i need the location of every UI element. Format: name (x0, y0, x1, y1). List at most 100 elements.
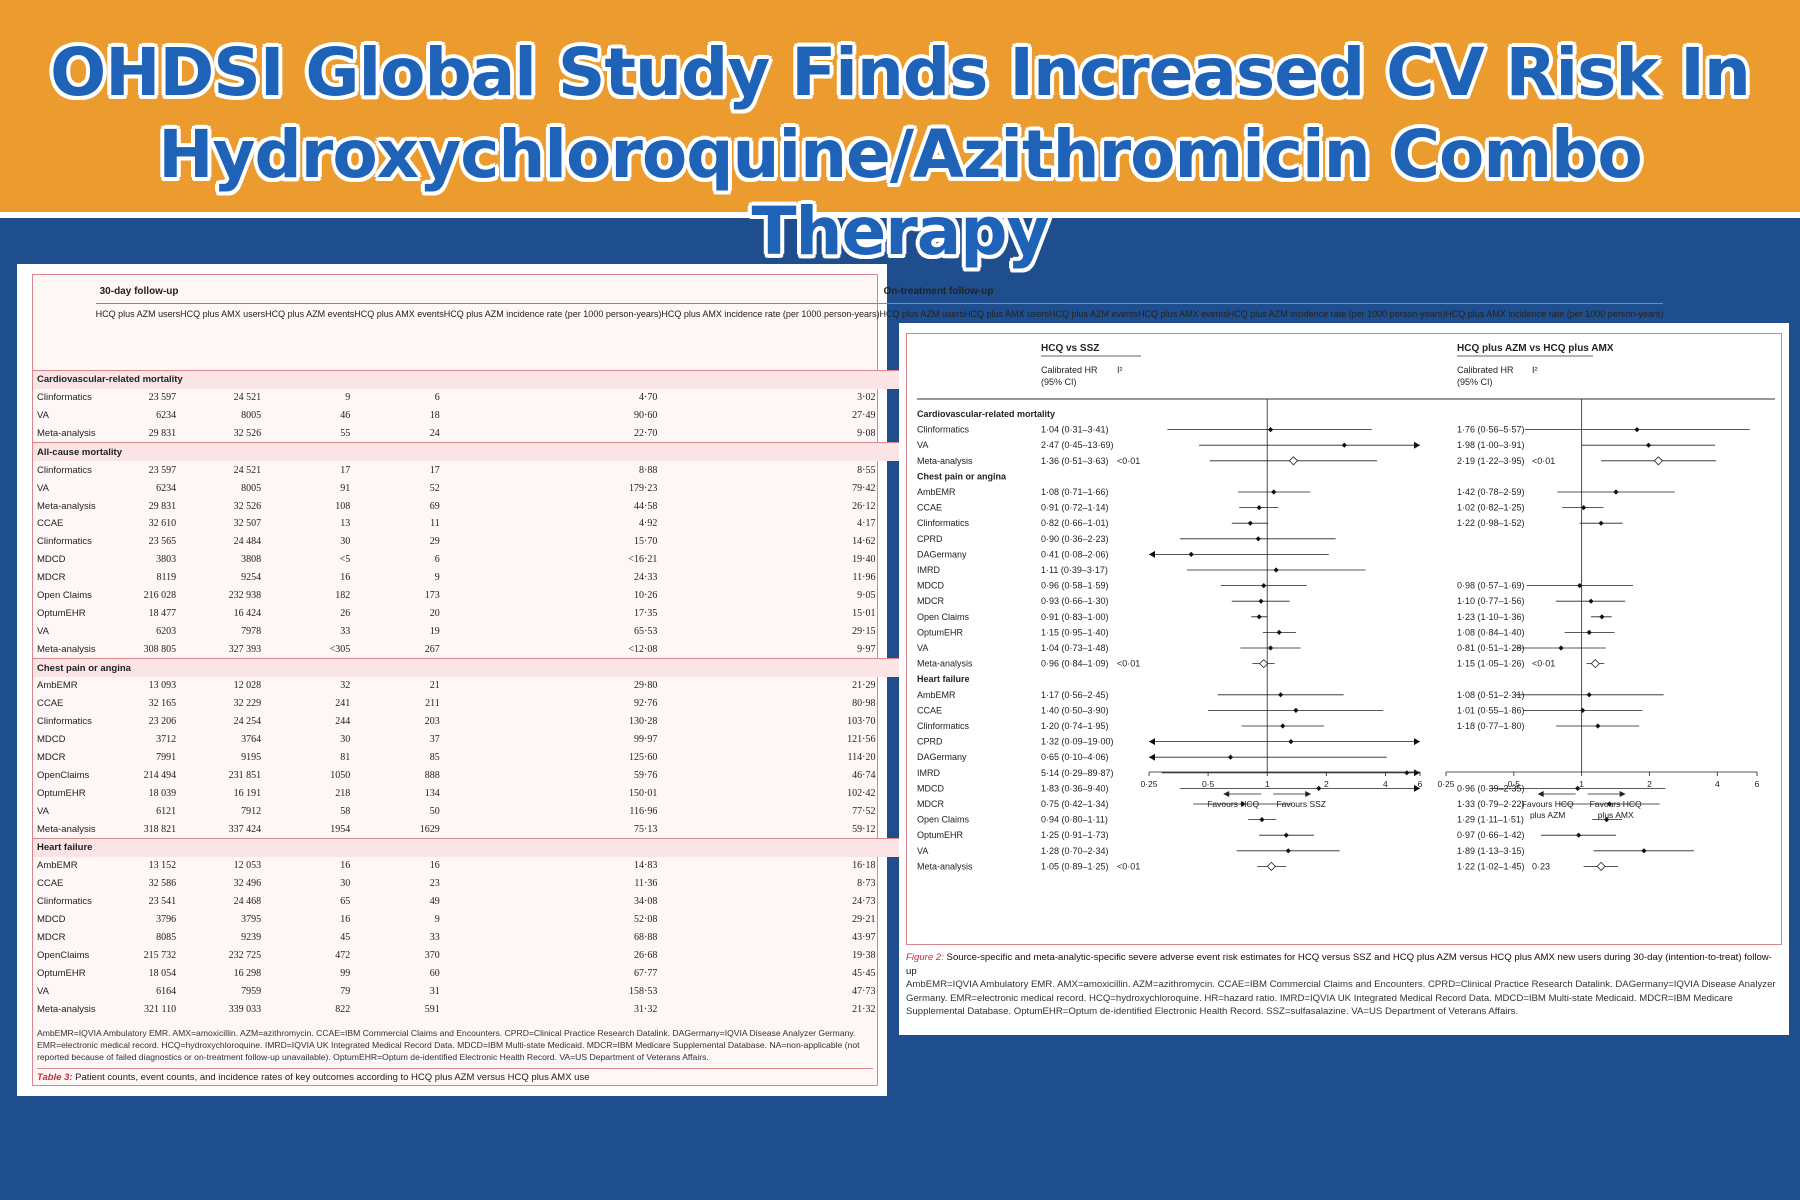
table-cell: 45 (340, 931, 351, 943)
table-cell: 9195 (241, 752, 262, 764)
table-cell: 4·70 (639, 392, 658, 404)
estimate-point (1280, 723, 1286, 729)
table-3-caption-text: Patient counts, event counts, and incide… (72, 1072, 590, 1083)
table-cell: 8005 (241, 482, 262, 494)
forest-row-label: MDCD (917, 783, 944, 793)
forest-row-label: MDCD (917, 581, 944, 591)
table-cell: 267 (424, 643, 440, 655)
table-cell: 67·77 (634, 967, 658, 979)
hr-ci-text: 1·10 (0·77–1·56) (1457, 596, 1525, 606)
x-tick-label: 6 (1418, 779, 1423, 789)
estimate-point (1255, 536, 1261, 542)
estimate-point (1267, 645, 1274, 651)
table-cell: 7978 (241, 625, 262, 637)
hr-column-header: Calibrated HR (95% CI) (1041, 365, 1098, 387)
banner-title-line-2: Hydroxychloroquine/Azithromicin Combo Th… (158, 116, 1642, 270)
forest-row-label: AmbEMR (917, 487, 956, 497)
table-3-frame: 30-day follow-up On-treatment follow-up HC… (32, 274, 1664, 1086)
hr-ci-text: 1·22 (1·02–1·45) (1457, 861, 1525, 871)
forest-row-label: CPRD (917, 737, 943, 747)
table-cell: 3·02 (857, 392, 876, 404)
estimate-point (1256, 505, 1262, 511)
row-label: Clinformatics (37, 716, 92, 728)
table-cell: 8119 (156, 572, 177, 584)
table-cell: 9 (345, 392, 351, 404)
table-cell: 327 393 (228, 643, 262, 655)
favours-left-label: Favours HCQ (1522, 799, 1574, 809)
row-label: Meta-analysis (37, 823, 96, 835)
column-header: HCQ plus AMX incidence rate (per 1000 pe… (1445, 308, 1664, 319)
hr-ci-text: 1·98 (1·00–3·91) (1457, 440, 1525, 450)
i2-value: <0·01 (1117, 659, 1140, 669)
hr-ci-text: 1·23 (1·10–1·36) (1457, 612, 1525, 622)
table-cell: 32 165 (148, 698, 177, 710)
table-cell: 14·83 (634, 860, 658, 872)
table-cell: 16 298 (233, 967, 262, 979)
ci-arrow-left (1149, 753, 1155, 761)
row-label: OptumEHR (37, 607, 86, 619)
forest-section-label: Cardiovascular-related mortality (917, 409, 1055, 419)
table-cell: 59·76 (634, 769, 658, 781)
table-cell: 31·32 (634, 1003, 658, 1015)
hr-ci-text: 1·25 (0·91–1·73) (1041, 830, 1109, 840)
i2-column-header: I² (1117, 365, 1123, 375)
forest-row-label: CPRD (917, 534, 943, 544)
row-label: Open Claims (37, 590, 92, 602)
table-cell: 30 (340, 536, 351, 548)
table-cell: 1954 (330, 823, 351, 835)
estimate-point (1580, 707, 1586, 713)
hr-ci-text: 0·41 (0·08–2·06) (1041, 549, 1109, 559)
figure-2-frame (906, 333, 1782, 945)
table-cell: 23 (429, 878, 440, 890)
hr-ci-text: 0·81 (0·51–1·28) (1457, 643, 1525, 653)
table-cell: 60 (429, 967, 440, 979)
table-cell: 26·68 (634, 949, 658, 961)
i2-value: 0·23 (1532, 861, 1550, 871)
table-cell: 8·88 (639, 464, 658, 476)
table-cell: 24 521 (233, 464, 262, 476)
favours-arrowhead-left (1537, 791, 1544, 797)
hr-ci-text: 0·96 (0·84–1·09) (1041, 659, 1109, 669)
table-cell: 158·53 (629, 985, 658, 997)
table-cell: 103·70 (847, 716, 876, 728)
x-tick-label: 1 (1579, 779, 1584, 789)
table-cell: 22·70 (634, 428, 658, 439)
forest-row-label: AmbEMR (917, 690, 956, 700)
table-cell: 23 206 (148, 716, 177, 728)
table-cell: 13 (340, 518, 351, 530)
table-cell: 8·73 (857, 878, 876, 890)
table-3-panel: 30-day follow-up On-treatment follow-up HC… (17, 264, 1664, 1096)
estimate-point (1613, 489, 1619, 495)
table-cell: 85 (429, 752, 440, 764)
i2-value: <0·01 (1532, 456, 1555, 466)
column-header: HCQ plus AMX users (180, 308, 266, 319)
estimate-point (1341, 442, 1347, 448)
table-cell: 6 (434, 392, 440, 404)
hr-ci-text: 1·36 (0·51–3·63) (1041, 456, 1109, 466)
table-cell: 29 831 (148, 428, 177, 439)
table-cell: 27·49 (852, 410, 876, 422)
table-cell: 92·76 (634, 698, 658, 710)
table-cell: 241 (335, 698, 351, 710)
table-cell: 9 (434, 572, 440, 584)
table-cell: 79·42 (852, 482, 876, 494)
meta-diamond (1288, 456, 1298, 466)
x-tick-label: 0·25 (1437, 779, 1454, 789)
forest-row-label: VA (917, 440, 928, 450)
x-tick-label: 0·5 (1508, 779, 1521, 789)
row-label: VA (37, 805, 49, 817)
i2-value: <0·01 (1117, 456, 1140, 466)
column-header: HCQ plus AZM events (265, 308, 355, 319)
hr-ci-text: 1·04 (0·31–3·41) (1041, 425, 1109, 435)
meta-diamond (1596, 861, 1606, 871)
table-cell: 24·73 (852, 896, 876, 908)
x-tick-label: 4 (1715, 779, 1720, 789)
table-cell: 21·29 (852, 680, 876, 692)
table-cell: 11 (430, 518, 440, 530)
table-cell: 24·33 (634, 572, 658, 584)
column-header: HCQ plus AMX users (964, 308, 1050, 319)
table-cell: 24 254 (233, 716, 262, 728)
row-label: Clinformatics (37, 896, 92, 908)
table-cell: 10·26 (634, 590, 658, 602)
table-cell: 203 (424, 716, 440, 728)
